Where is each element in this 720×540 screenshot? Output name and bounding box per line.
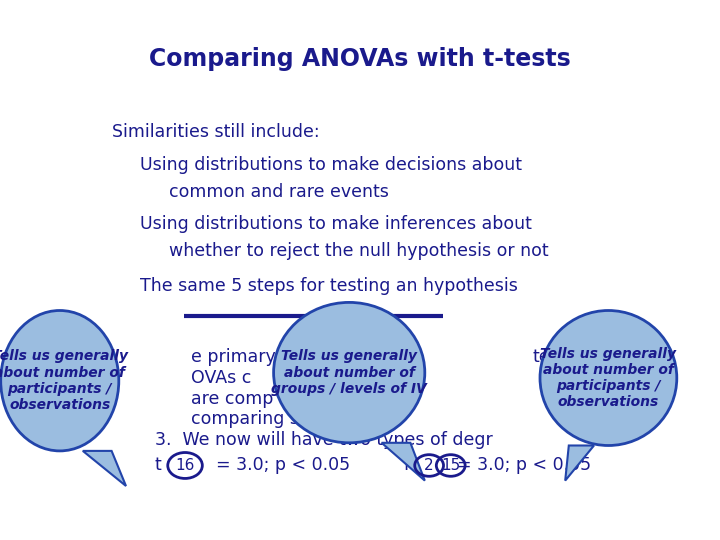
Text: whether to reject the null hypothesis or not: whether to reject the null hypothesis or… [169, 242, 549, 260]
Text: e primary diff: e primary diff [191, 348, 310, 367]
Text: OVAs c: OVAs c [191, 369, 251, 387]
Text: F: F [403, 456, 413, 475]
Text: Similarities still include:: Similarities still include: [112, 123, 319, 141]
Text: Comparing ANOVAs with t-tests: Comparing ANOVAs with t-tests [149, 48, 571, 71]
Polygon shape [382, 443, 425, 481]
Text: 15: 15 [441, 458, 460, 473]
Ellipse shape [274, 302, 425, 443]
Polygon shape [83, 451, 126, 486]
Text: t: t [155, 456, 161, 475]
Text: common and rare events: common and rare events [169, 183, 389, 201]
Text: comparing sample va: comparing sample va [191, 410, 379, 428]
Text: Using distributions to make decisions about: Using distributions to make decisions ab… [140, 156, 523, 174]
Text: Tells us generally
about number of
participants /
observations: Tells us generally about number of parti… [541, 347, 676, 409]
Text: = 3.0; p < 0.05: = 3.0; p < 0.05 [216, 456, 350, 475]
Text: The same 5 steps for testing an hypothesis: The same 5 steps for testing an hypothes… [140, 277, 518, 295]
Text: 16: 16 [176, 458, 194, 473]
Text: 3.  We now will have two types of degr: 3. We now will have two types of degr [155, 430, 492, 449]
Text: Tells us generally
about number of
groups / levels of IV: Tells us generally about number of group… [271, 349, 427, 396]
Ellipse shape [540, 310, 677, 446]
Text: are comp: are comp [191, 389, 273, 408]
Ellipse shape [1, 310, 119, 451]
Text: Tells us generally
about number of
participants /
observations: Tells us generally about number of parti… [0, 349, 127, 412]
Polygon shape [565, 446, 594, 481]
Text: 2: 2 [424, 458, 434, 473]
Text: Using distributions to make inferences about: Using distributions to make inferences a… [140, 215, 532, 233]
Text: tests: tests [533, 348, 575, 367]
Text: s are:: s are: [605, 348, 654, 367]
Text: = 3.0; p < 0.05: = 3.0; p < 0.05 [457, 456, 591, 475]
